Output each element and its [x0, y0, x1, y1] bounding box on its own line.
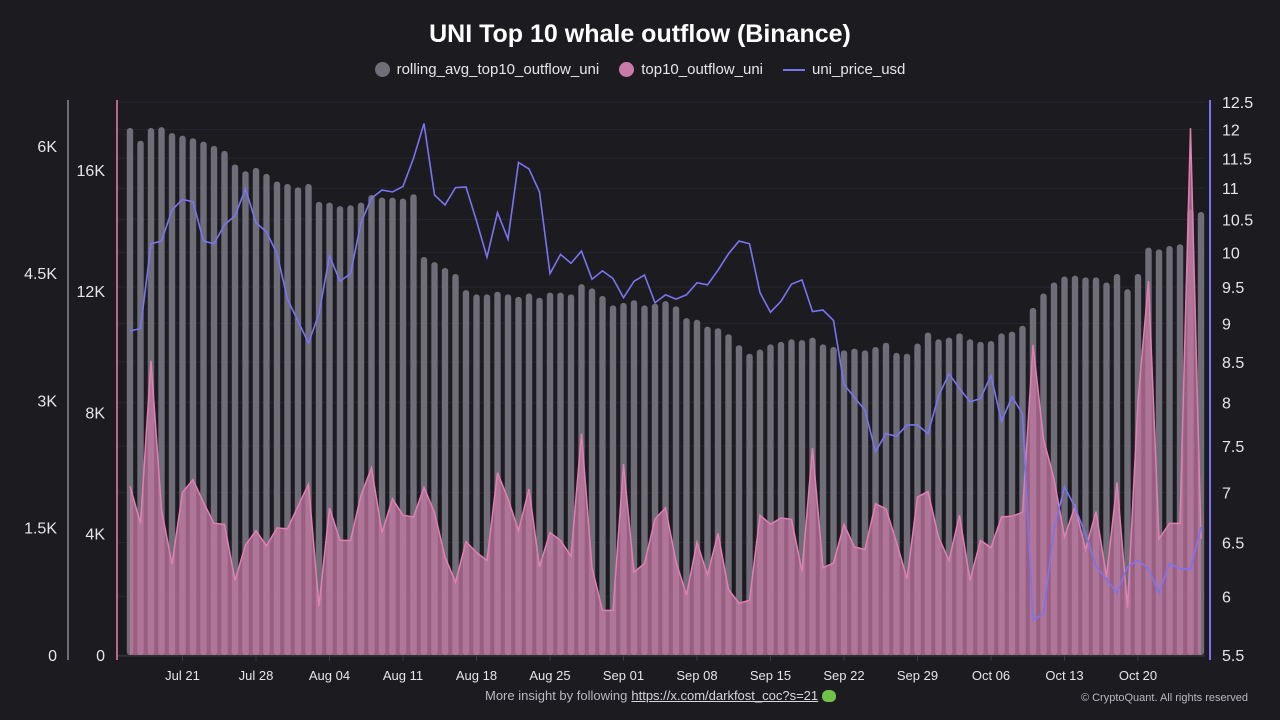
rolling-avg-bar — [725, 334, 732, 655]
rolling-avg-tick-label: 0 — [48, 648, 57, 665]
footer-link[interactable]: https://x.com/darkfost_coc?s=21 — [631, 688, 819, 703]
legend-label: top10_outflow_uni — [641, 61, 763, 78]
price-tick-label: 8 — [1222, 396, 1231, 413]
x-tick-label: Aug 25 — [529, 668, 570, 683]
outflow-tick-label: 4K — [85, 527, 105, 544]
rolling-avg-bar — [231, 164, 239, 655]
x-tick-label: Aug 18 — [456, 668, 497, 683]
price-tick-label: 8.5 — [1222, 355, 1244, 372]
x-tick-label: Sep 22 — [823, 668, 864, 683]
legend: rolling_avg_top10_outflow_uni top10_outf… — [0, 61, 1280, 78]
legend-item-rolling-avg[interactable]: rolling_avg_top10_outflow_uni — [374, 61, 600, 78]
legend-circle-icon — [374, 62, 390, 77]
price-tick-label: 7 — [1222, 486, 1231, 503]
outflow-tick-label: 0 — [96, 648, 105, 665]
price-tick-label: 11 — [1222, 181, 1239, 198]
price-tick-label: 10.5 — [1222, 213, 1253, 230]
rolling-avg-bar — [263, 173, 270, 656]
frog-emoji-icon — [822, 689, 837, 702]
rolling-avg-bar — [242, 171, 249, 655]
rolling-avg-tick-label: 4.5K — [24, 266, 57, 283]
price-tick-label: 6 — [1222, 589, 1231, 606]
outflow-tick-label: 8K — [85, 405, 105, 422]
rolling-avg-bar — [683, 318, 690, 655]
price-tick-label: 9.5 — [1222, 280, 1244, 297]
legend-item-outflow[interactable]: top10_outflow_uni — [619, 61, 763, 78]
legend-circle-icon — [619, 62, 635, 77]
x-tick-label: Jul 21 — [165, 668, 200, 683]
x-tick-label: Oct 06 — [972, 668, 1010, 683]
rolling-avg-tick-label: 3K — [37, 393, 57, 410]
rolling-avg-bar — [735, 345, 743, 655]
x-tick-label: Sep 08 — [676, 668, 717, 683]
price-tick-label: 6.5 — [1222, 536, 1244, 553]
x-tick-label: Aug 04 — [309, 668, 350, 683]
chart-title: UNI Top 10 whale outflow (Binance) — [429, 20, 851, 48]
outflow-tick-label: 12K — [77, 284, 106, 301]
price-tick-label: 7.5 — [1222, 439, 1244, 456]
legend-label: rolling_avg_top10_outflow_uni — [396, 61, 600, 78]
x-tick-label: Sep 15 — [750, 668, 791, 683]
rolling-avg-bar — [168, 133, 176, 656]
price-tick-label: 12 — [1222, 123, 1240, 140]
rolling-avg-bar — [599, 296, 606, 655]
x-tick-label: Sep 01 — [603, 668, 644, 683]
x-tick-label: Sep 29 — [897, 668, 938, 683]
footer-text: More insight by following — [485, 688, 628, 703]
price-tick-label: 5.5 — [1222, 648, 1244, 665]
outflow-tick-label: 16K — [77, 163, 106, 180]
price-tick-label: 10 — [1222, 245, 1240, 262]
rolling-avg-bar — [746, 353, 753, 655]
rolling-avg-bar — [452, 273, 459, 655]
x-tick-label: Aug 11 — [383, 668, 423, 683]
legend-label: uni_price_usd — [812, 61, 906, 78]
outflow-area — [130, 128, 1201, 655]
rolling-avg-tick-label: 6K — [37, 139, 57, 156]
legend-item-price[interactable]: uni_price_usd — [783, 61, 905, 78]
x-tick-label: Oct 20 — [1119, 668, 1157, 683]
price-tick-label: 11.5 — [1222, 151, 1252, 168]
rolling-avg-bar — [609, 305, 617, 655]
x-tick-label: Jul 28 — [239, 668, 274, 683]
price-tick-label: 9 — [1222, 316, 1231, 333]
copyright: © CryptoQuant. All rights reserved — [1080, 692, 1248, 704]
x-tick-label: Oct 13 — [1045, 668, 1083, 683]
footer: More insight by following https://x.com/… — [485, 688, 837, 703]
legend-line-icon — [783, 68, 805, 71]
price-tick-label: 12.5 — [1222, 95, 1253, 112]
rolling-avg-tick-label: 1.5K — [24, 521, 57, 538]
rolling-avg-bar — [315, 201, 323, 655]
